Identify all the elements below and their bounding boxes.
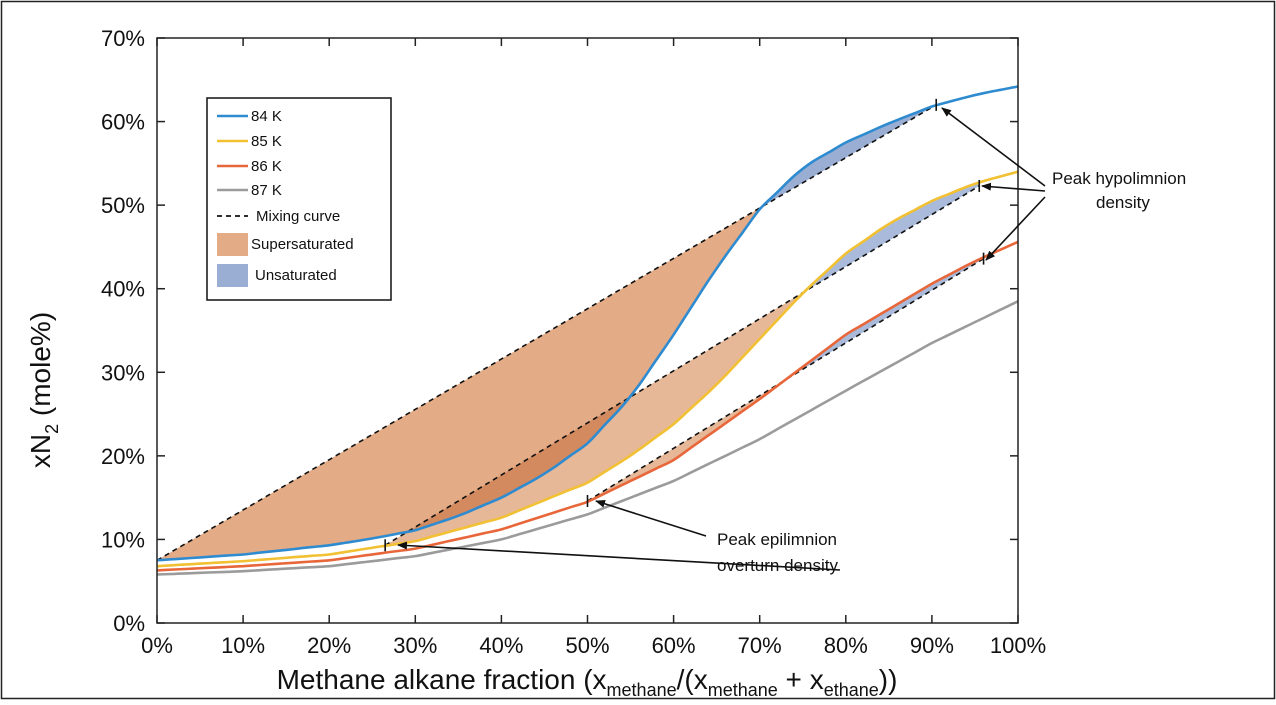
y-tick-label-5: 50%: [101, 193, 145, 218]
x-tick-label-8: 80%: [824, 633, 868, 658]
mixing-curve-1: [384, 185, 980, 546]
x-tick-label-6: 60%: [652, 633, 696, 658]
legend-label-mixing: Mixing curve: [256, 208, 340, 225]
x-tick-label-5: 50%: [565, 633, 609, 658]
arrow-epilimnion-85k: [397, 541, 841, 571]
x-axis-label-end: )): [879, 664, 898, 695]
annotation-epilimnion-line2: overturn density: [717, 556, 838, 575]
x-tick-label-10: 100%: [990, 633, 1046, 658]
arrow-hypolimnion-85k: [981, 182, 1046, 192]
legend-label-84k: 84 K: [251, 108, 282, 125]
x-tick-label-7: 70%: [738, 633, 782, 658]
y-axis-label-end: (mole%): [25, 312, 56, 424]
y-tick-label-4: 40%: [101, 277, 145, 302]
x-tick-label-1: 10%: [221, 633, 265, 658]
legend-label-87k: 87 K: [251, 182, 282, 199]
x-axis-label-main: Methane alkane fraction (x: [277, 664, 607, 695]
y-tick-label-6: 60%: [101, 110, 145, 135]
arrow-hypolimnion-84k: [941, 107, 1046, 187]
legend-label-86k: 86 K: [251, 158, 282, 175]
arrow-hypolimnion-86k: [985, 196, 1046, 261]
legend-label-supersaturated: Supersaturated: [251, 236, 354, 253]
arrow-epilimnion-86k: [595, 499, 707, 537]
x-axis-label-plus: + x: [778, 664, 824, 695]
series-line-84k: [156, 85, 1019, 562]
x-axis-label: Methane alkane fraction (xmethane/(xmeth…: [277, 664, 898, 700]
x-tick-label-9: 90%: [910, 633, 954, 658]
x-axis-label-sub2: methane: [708, 680, 778, 700]
annotation-hypolimnion-line2: density: [1096, 193, 1150, 212]
annotation-epilimnion-line1: Peak epilimnion: [717, 530, 837, 549]
x-tick-label-3: 30%: [393, 633, 437, 658]
y-tick-label-0: 0%: [113, 611, 145, 636]
annotation-hypolimnion-line1: Peak hypolimnion: [1052, 169, 1186, 188]
x-axis-label-sub1: methane: [607, 680, 677, 700]
annotation-hypolimnion: Peak hypolimnion density: [941, 107, 1186, 261]
x-tick-label-2: 20%: [307, 633, 351, 658]
legend-swatch-supersaturated: [217, 233, 248, 256]
legend-label-85k: 85 K: [251, 133, 282, 150]
series-line-87k: [156, 300, 1019, 576]
mixing-curve-0: [156, 104, 937, 562]
x-axis-label-sub3: ethane: [824, 680, 879, 700]
y-axis-label-sub: 2: [42, 424, 62, 434]
mixing-layer: [156, 104, 984, 562]
y-axis-label: xN2 (mole%): [25, 312, 62, 468]
legend: 84 K 85 K 86 K 87 K Mixing curve Supersa…: [206, 97, 392, 301]
x-tick-label-0: 0%: [141, 633, 173, 658]
legend-swatch-unsaturated: [217, 264, 248, 287]
x-tick-label-4: 40%: [479, 633, 523, 658]
series-line-85k: [156, 170, 1019, 568]
curve-tick-layer: [384, 98, 985, 552]
y-tick-label-3: 30%: [101, 360, 145, 385]
axes-layer: 0% 10% 20% 30% 40% 50% 60% 70% 80% 90% 100% 0% 10% 20…: [101, 26, 1046, 658]
y-axis-label-main: xN: [25, 434, 56, 468]
legend-label-unsaturated: Unsaturated: [255, 267, 337, 284]
y-tick-label-1: 10%: [101, 527, 145, 552]
annotation-epilimnion: Peak epilimnion overturn density: [397, 499, 841, 575]
supersaturated-overlap-region: [411, 396, 631, 532]
y-tick-label-2: 20%: [101, 444, 145, 469]
unsaturated-region-2-1: [785, 257, 984, 380]
x-axis-label-mid: /(x: [677, 664, 708, 695]
y-tick-label-7: 70%: [101, 26, 145, 51]
